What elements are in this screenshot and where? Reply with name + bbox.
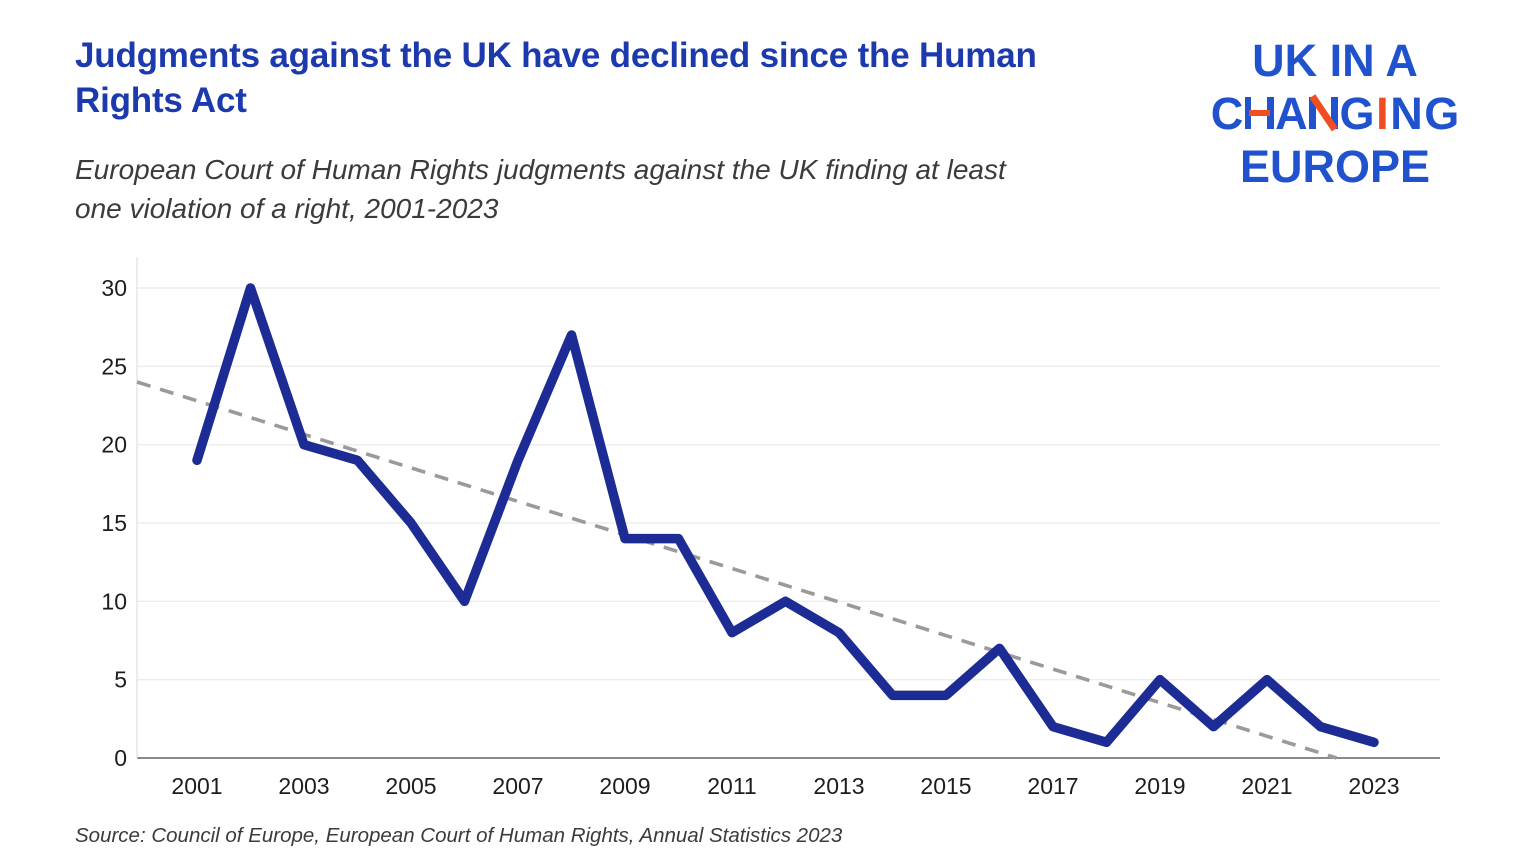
y-tick-label: 0 (114, 745, 127, 771)
logo-letter-h-red-crossbar (1244, 96, 1274, 130)
y-tick-label: 30 (101, 275, 127, 301)
x-tick-label: 2015 (920, 773, 971, 799)
y-tick-label: 5 (114, 667, 127, 693)
chart-title: Judgments against the UK have declined s… (75, 34, 1105, 124)
chart-subtitle-line1: European Court of Human Rights judgments… (75, 154, 1006, 185)
y-tick-label: 20 (101, 432, 127, 458)
chart-title-line1: Judgments against the UK have declined s… (75, 36, 1037, 75)
trend-line (136, 380, 1338, 760)
x-tick-label: 2009 (599, 773, 650, 799)
chart-title-line2: Rights Act (75, 80, 247, 120)
logo-letter: N (1390, 88, 1423, 140)
logo-line-1: UK IN A (1252, 35, 1418, 86)
data-line (192, 283, 1379, 748)
logo-letter: C (1210, 88, 1244, 140)
logo-line-3: EUROPE (1239, 141, 1431, 193)
logo-letter-i-red: I (1376, 88, 1389, 140)
logo-letter: G (1424, 88, 1460, 140)
chart-subtitle: European Court of Human Rights judgments… (75, 150, 1115, 228)
logo-letter-n-red-diagonal (1309, 94, 1338, 132)
x-tick-label: 2017 (1027, 773, 1078, 799)
x-tick-label: 2019 (1134, 773, 1185, 799)
x-tick-label: 2023 (1348, 773, 1399, 799)
y-tick-label: 25 (101, 353, 127, 379)
logo-letter: A (1275, 88, 1308, 140)
x-tick-label: 2001 (171, 773, 222, 799)
x-tick-label: 2013 (813, 773, 864, 799)
x-tick-label: 2005 (385, 773, 436, 799)
x-tick-label: 2007 (492, 773, 543, 799)
source-note: Source: Council of Europe, European Cour… (75, 824, 843, 847)
chart-subtitle-line2: one violation of a right, 2001-2023 (75, 193, 499, 225)
x-tick-label: 2021 (1241, 773, 1292, 799)
x-tick-label: 2003 (278, 773, 329, 799)
y-tick-label: 15 (101, 510, 127, 536)
x-tick-label: 2011 (707, 773, 756, 799)
y-tick-label: 10 (101, 588, 127, 614)
logo-letter: G (1339, 88, 1375, 140)
